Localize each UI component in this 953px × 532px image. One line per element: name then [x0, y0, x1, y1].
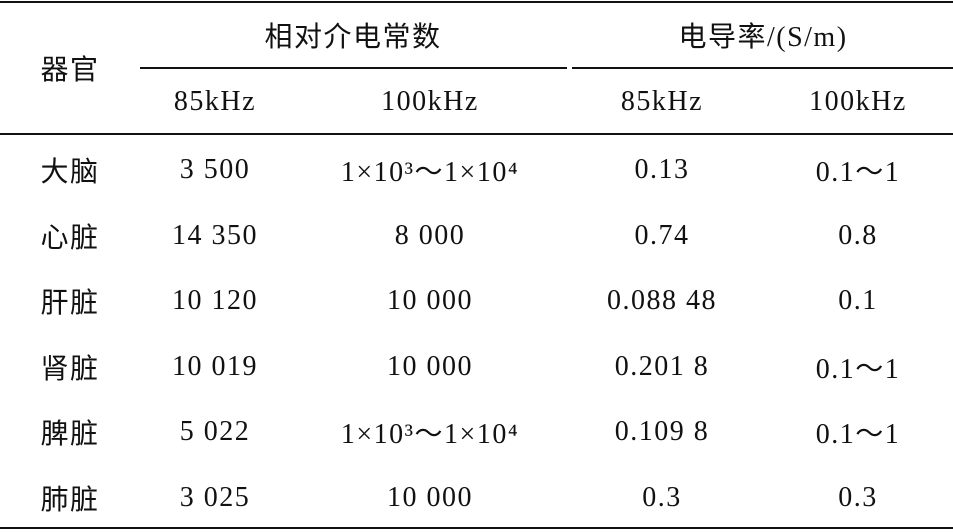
value-cell: 1×10³～1×10⁴ — [340, 419, 520, 451]
value-cell: 10 120 — [172, 285, 258, 317]
sub-header: 85kHz — [620, 86, 704, 117]
organ-name: 心脏 — [40, 222, 100, 254]
value-cell: 10 000 — [387, 350, 473, 382]
group-header: 相对介电常数 — [264, 22, 442, 53]
value-cell: 8 000 — [394, 219, 466, 251]
organ-name: 肾脏 — [40, 353, 100, 385]
organ-name: 肝脏 — [40, 288, 100, 320]
organ-name: 大脑 — [40, 157, 100, 188]
value-cell: 0.1～1 — [815, 353, 901, 385]
value-cell: 10 019 — [172, 350, 258, 382]
bottom-rule — [0, 527, 953, 529]
sub-header: 85kHz — [173, 86, 257, 117]
top-rule — [0, 1, 953, 3]
group-header: 电导率/(S/m) — [678, 22, 848, 53]
sub-header: 100kHz — [809, 86, 907, 117]
value-cell: 0.1～1 — [815, 157, 901, 188]
value-cell: 0.088 48 — [607, 285, 717, 317]
sub-header: 100kHz — [381, 86, 479, 117]
group-rule — [572, 67, 953, 69]
organ-name: 脾脏 — [40, 419, 100, 451]
value-cell: 0.1 — [838, 285, 878, 317]
header-rule — [0, 133, 953, 135]
value-cell: 0.13 — [634, 154, 690, 185]
group-rule — [140, 67, 567, 69]
value-cell: 10 000 — [387, 285, 473, 317]
organ-name: 肺脏 — [40, 485, 100, 516]
value-cell: 14 350 — [172, 219, 258, 251]
value-cell: 0.109 8 — [614, 416, 710, 448]
value-cell: 3 025 — [179, 482, 251, 513]
value-cell: 10 000 — [387, 482, 473, 513]
value-cell: 0.3 — [838, 482, 878, 513]
value-cell: 0.8 — [838, 219, 878, 251]
value-cell: 1×10³～1×10⁴ — [340, 157, 520, 188]
value-cell: 0.3 — [642, 482, 682, 513]
value-cell: 0.1～1 — [815, 419, 901, 451]
value-cell: 3 500 — [179, 154, 251, 185]
value-cell: 0.201 8 — [614, 350, 710, 382]
value-cell: 5 022 — [179, 416, 251, 448]
value-cell: 0.74 — [634, 219, 690, 251]
organ-header: 器官 — [40, 55, 100, 86]
